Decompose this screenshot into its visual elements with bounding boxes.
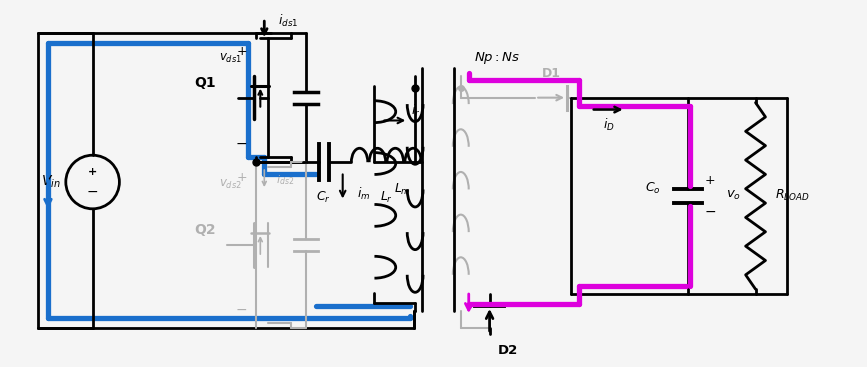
Text: $i_r$: $i_r$ [411, 102, 420, 119]
Text: +: + [88, 167, 97, 177]
Text: $i_m$: $i_m$ [356, 186, 370, 203]
Text: $Np:Ns$: $Np:Ns$ [474, 50, 521, 66]
Text: −: − [236, 137, 247, 151]
Text: +: + [236, 44, 247, 58]
Text: +: + [236, 171, 247, 184]
Text: $v_o$: $v_o$ [726, 189, 740, 203]
Text: Q1: Q1 [194, 76, 216, 90]
Text: −: − [704, 205, 715, 219]
Text: $i_{ds1}$: $i_{ds1}$ [278, 13, 298, 29]
Text: $v_{ds2}$: $v_{ds2}$ [218, 178, 242, 190]
Text: $C_r$: $C_r$ [316, 190, 331, 205]
Text: +: + [705, 174, 715, 186]
Text: $L_r$: $L_r$ [380, 190, 393, 205]
Text: $R_{LOAD}$: $R_{LOAD}$ [775, 188, 810, 203]
Text: $i_{ds2}$: $i_{ds2}$ [277, 173, 295, 187]
Text: Q2: Q2 [194, 223, 216, 237]
Text: D1: D1 [542, 67, 561, 80]
Text: $V_{in}$: $V_{in}$ [41, 174, 61, 190]
Text: −: − [236, 303, 247, 317]
Text: −: − [87, 185, 99, 199]
Text: $L_m$: $L_m$ [394, 182, 411, 197]
Text: D2: D2 [498, 344, 518, 357]
Text: $v_{ds1}$: $v_{ds1}$ [218, 51, 242, 65]
Text: $i_D$: $i_D$ [603, 117, 615, 134]
Text: $C_o$: $C_o$ [644, 181, 661, 196]
